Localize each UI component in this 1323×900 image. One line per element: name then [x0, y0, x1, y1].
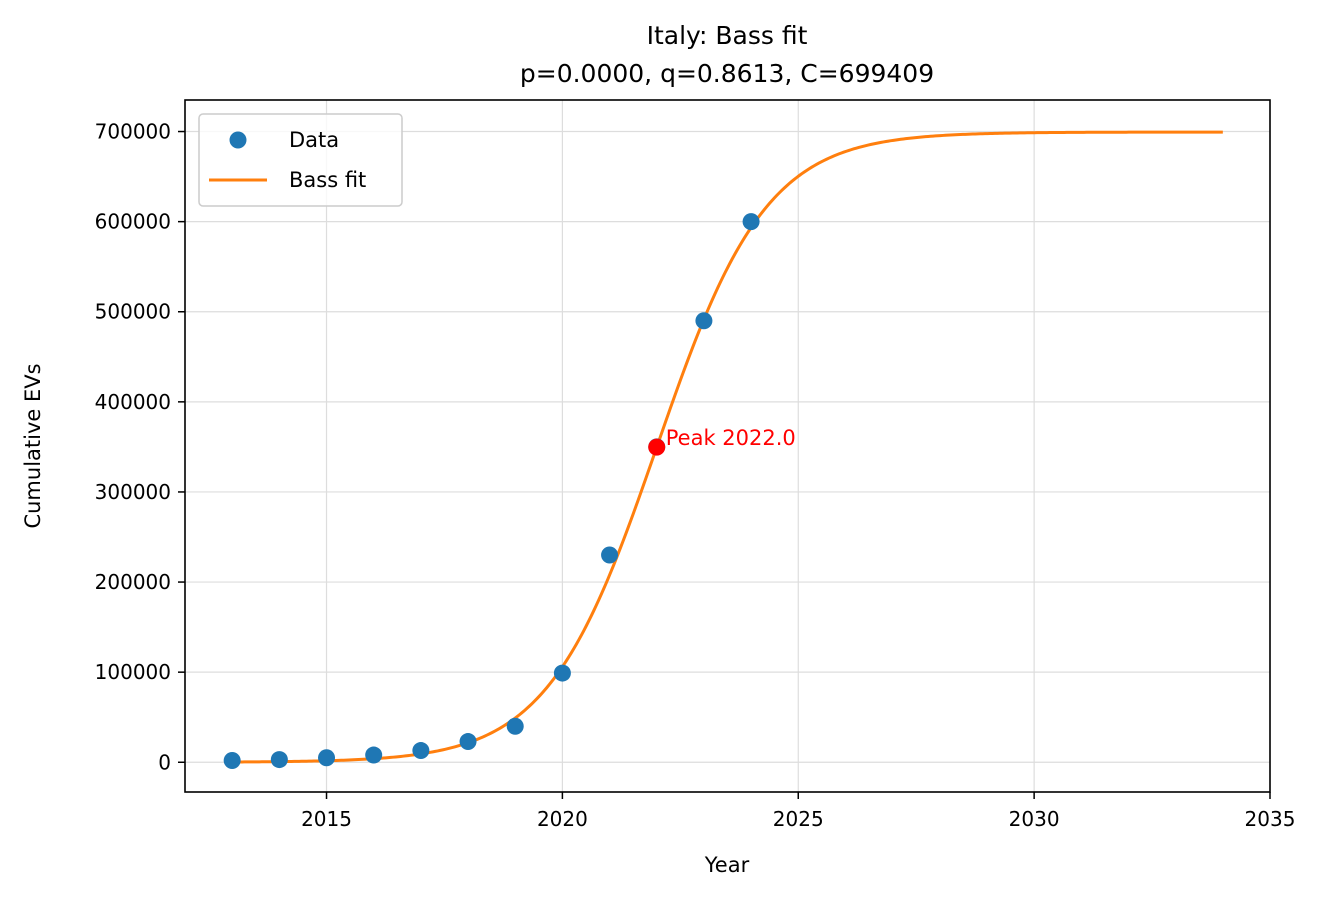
legend: Data Bass fit: [198, 113, 403, 207]
y-tick-label: 0: [158, 750, 171, 774]
data-point: [318, 749, 336, 767]
y-axis-label: Cumulative EVs: [21, 363, 45, 528]
legend-box: [198, 113, 403, 207]
chart-title: Italy: Bass fit: [647, 21, 808, 50]
y-tick-label: 700000: [95, 120, 171, 144]
data-point: [365, 746, 383, 764]
data-point: [553, 664, 571, 682]
legend-label-bass-fit: Bass fit: [289, 168, 366, 192]
y-tick-label: 200000: [95, 570, 171, 594]
y-axis-ticks: 0 100000 200000 300000 400000 500000 600000 700…: [95, 120, 185, 774]
y-tick-label: 600000: [95, 210, 171, 234]
data-point: [506, 717, 524, 735]
x-axis-ticks: 2015 2020 2025 2030 2035: [301, 792, 1295, 831]
x-tick-label: 2015: [301, 807, 352, 831]
chart-subtitle: p=0.0000, q=0.8613, C=699409: [520, 59, 934, 88]
data-point: [459, 733, 477, 751]
plot-frame: [184, 99, 1271, 793]
peak-marker: [648, 438, 666, 456]
x-axis-label: Year: [704, 853, 750, 877]
y-tick-label: 500000: [95, 300, 171, 324]
legend-marker-data: [229, 131, 247, 149]
legend-label-data: Data: [289, 128, 339, 152]
data-point: [223, 751, 241, 769]
data-point: [601, 546, 619, 564]
y-tick-label: 400000: [95, 390, 171, 414]
plot-area: Peak 2022.0: [223, 130, 1223, 769]
x-tick-label: 2035: [1245, 807, 1296, 831]
data-point: [742, 213, 760, 231]
data-point: [695, 312, 713, 330]
x-tick-label: 2020: [537, 807, 588, 831]
y-tick-label: 300000: [95, 480, 171, 504]
data-point: [270, 751, 288, 769]
x-tick-label: 2030: [1009, 807, 1060, 831]
bass-fit-line: [232, 130, 1223, 764]
y-tick-label: 100000: [95, 660, 171, 684]
x-tick-label: 2025: [773, 807, 824, 831]
peak-label: Peak 2022.0: [666, 426, 796, 450]
data-point: [412, 742, 430, 760]
